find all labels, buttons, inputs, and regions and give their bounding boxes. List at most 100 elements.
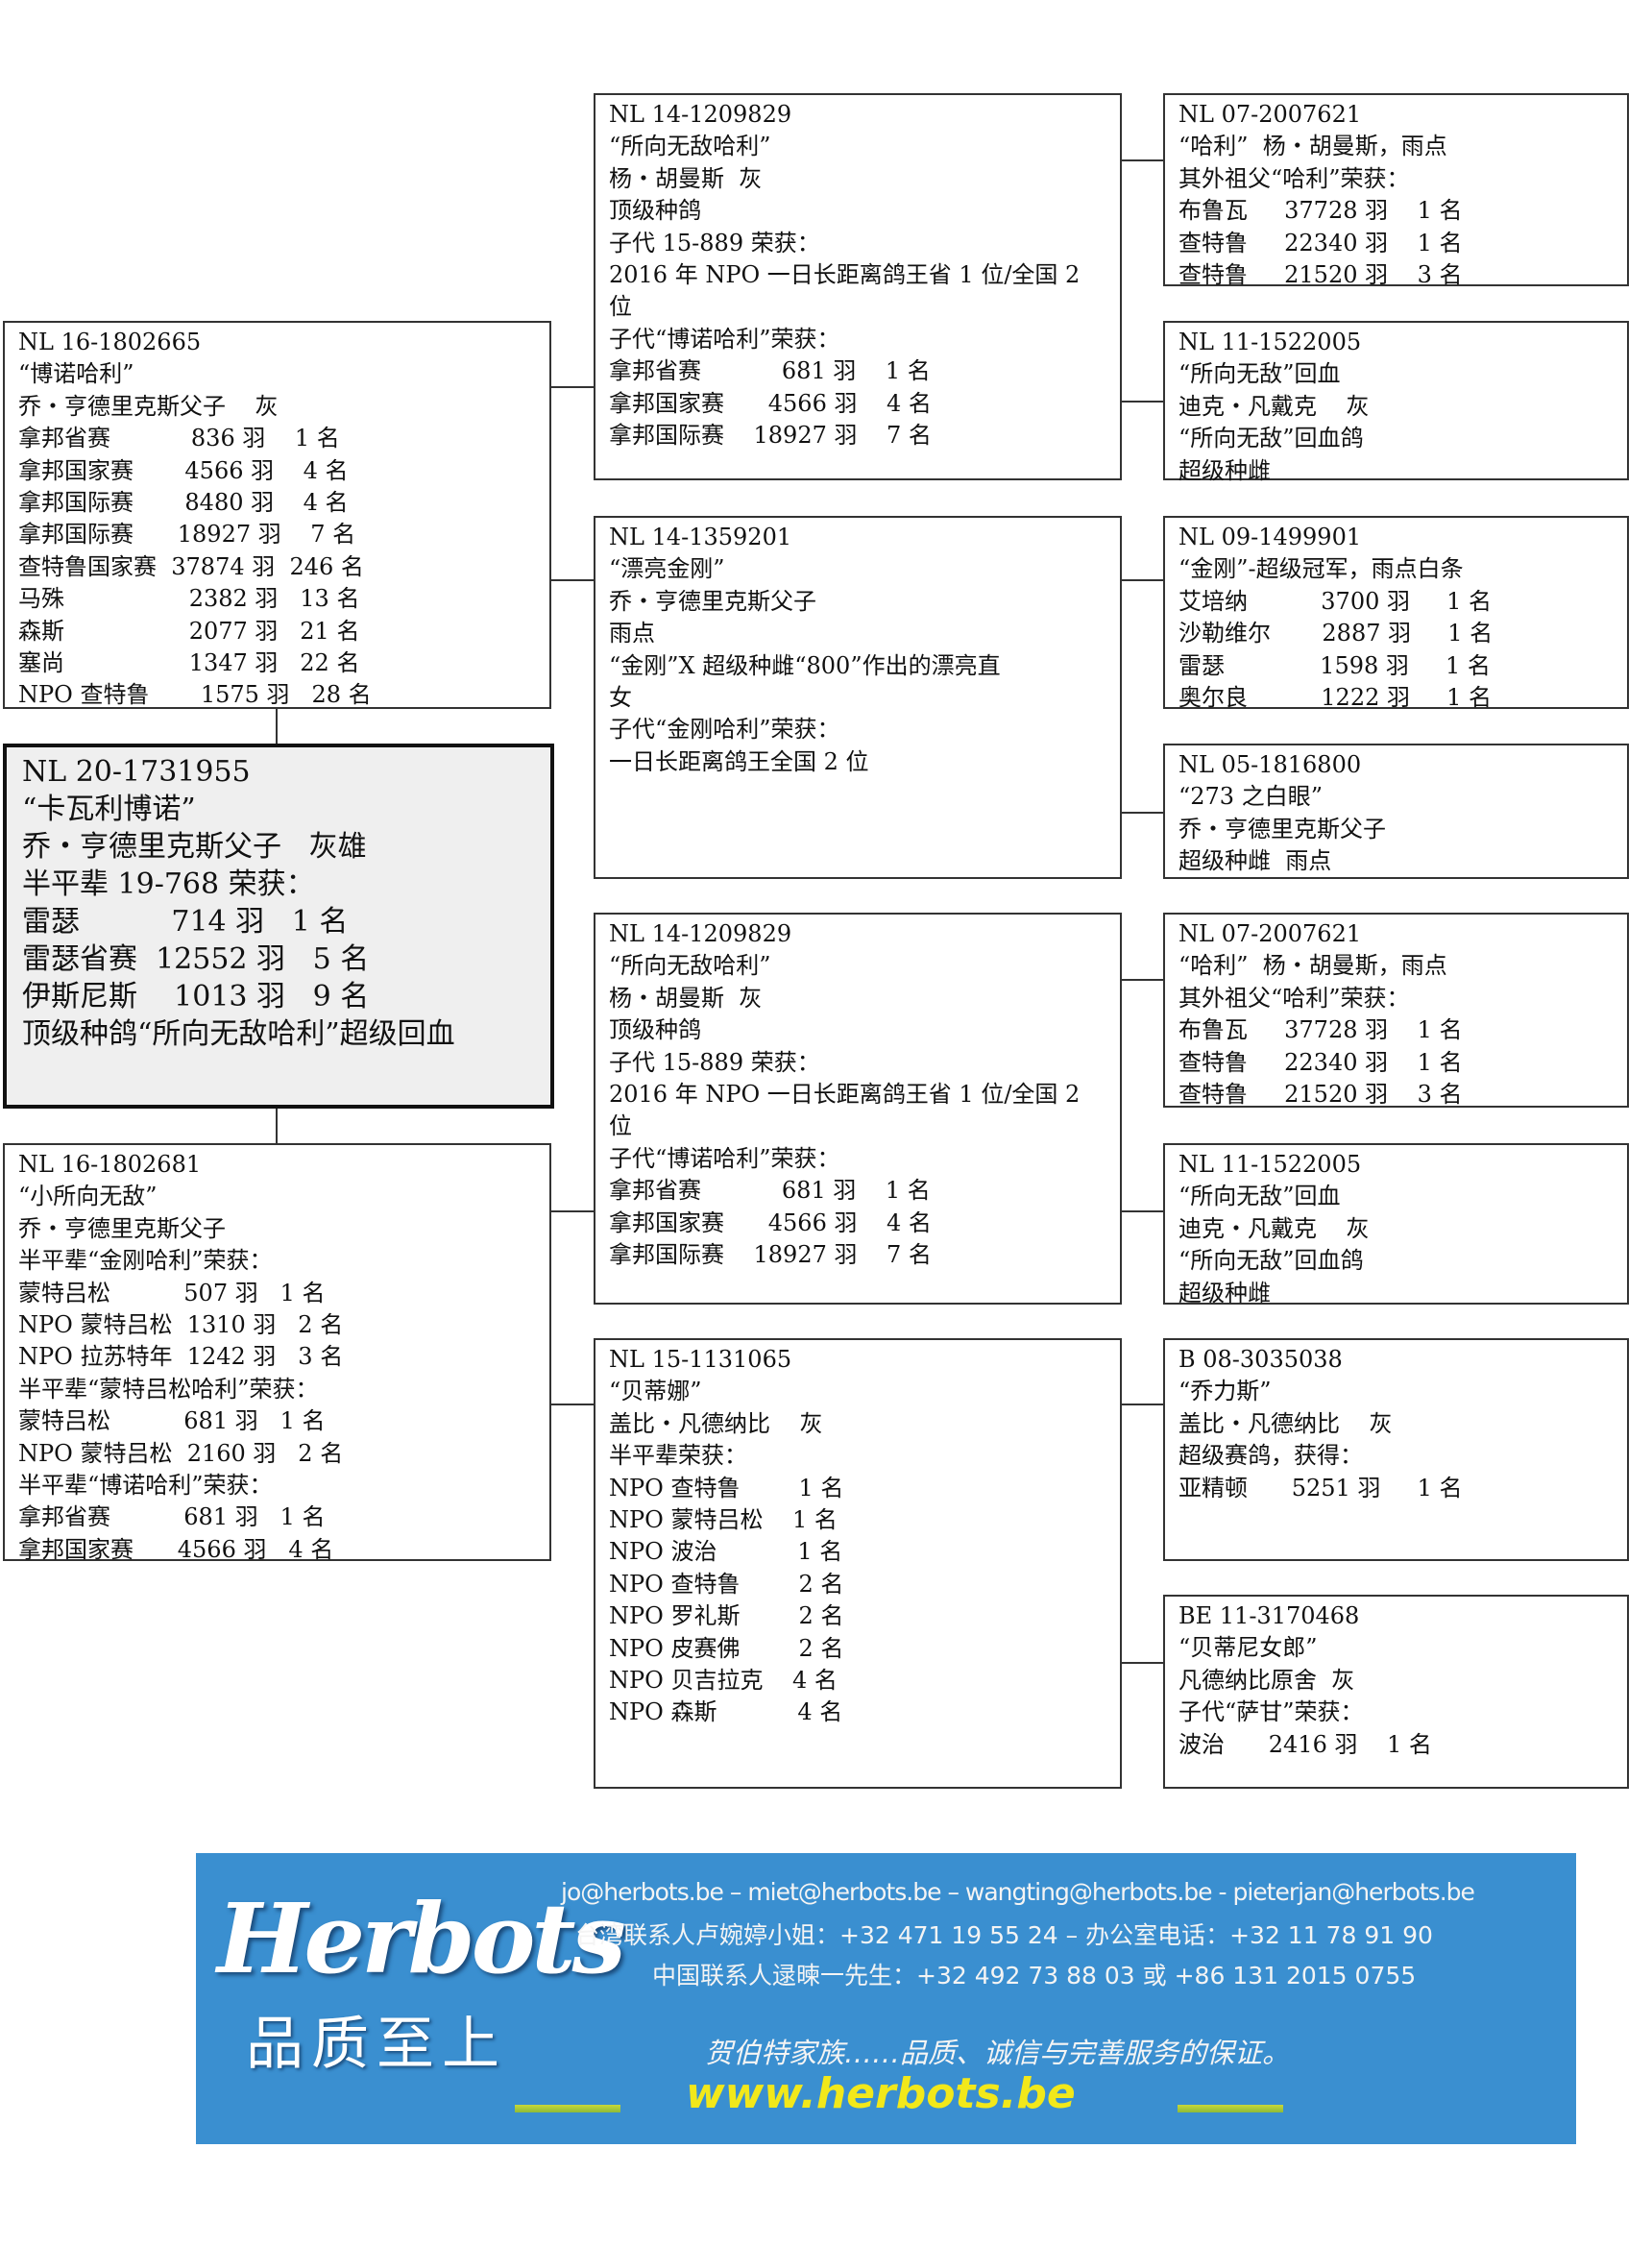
pedigree-text-line: 拿邦省赛 681 羽 1 名 xyxy=(609,357,931,385)
ring-number: NL 14-1209829 xyxy=(609,920,792,947)
pedigree-text-line: NPO 蒙特吕松 2160 羽 2 名 xyxy=(18,1439,344,1467)
pedigree-text-line: 乔・亨德里克斯父子 xyxy=(18,1214,226,1242)
pedigree-text-line: 杨・胡曼斯 灰 xyxy=(609,984,763,1012)
pedigree-text-line: “所向无敌”回血 xyxy=(1178,1183,1341,1210)
ring-number: NL 05-1816800 xyxy=(1178,751,1362,778)
pedigree-text-line: 顶级种鸽 xyxy=(609,197,701,225)
grandparent-card: NL 15-1131065 “贝蒂娜” 盖比・凡德纳比 灰半平辈荣获： NPO 查特鲁… xyxy=(594,1338,1122,1789)
pedigree-text-line: 蒙特吕松 507 羽 1 名 xyxy=(18,1279,326,1306)
pedigree-text-line: NPO 查特鲁 2 名 xyxy=(609,1570,844,1598)
pedigree-text-line: 盖比・凡德纳比 灰 xyxy=(609,1409,823,1437)
pedigree-text-line: NPO 查特鲁 1575 羽 28 名 xyxy=(18,681,372,709)
pedigree-text-line: NPO 波治 1 名 xyxy=(609,1538,843,1566)
pedigree-text-line: 迪克・凡戴克 灰 xyxy=(1178,1214,1370,1242)
pedigree-text-line: 雷瑟 714 羽 1 名 xyxy=(22,905,349,939)
pedigree-text-line: 马殊 2382 羽 13 名 xyxy=(18,585,360,613)
pedigree-text-line: NPO 查特鲁 1 名 xyxy=(609,1474,844,1501)
pedigree-text-line: 乔・亨德里克斯父子 灰 xyxy=(18,392,279,420)
pedigree-text-line: 子代“萨甘”荣获： xyxy=(1178,1698,1364,1726)
pedigree-text-line: 子代 15-889 荣获： xyxy=(609,1048,820,1076)
pedigree-text-line: 超级赛鸽，获得： xyxy=(1178,1442,1363,1470)
slogan: 品质至上 xyxy=(246,2011,507,2078)
pedigree-text-line: NPO 皮赛佛 2 名 xyxy=(609,1634,844,1662)
pedigree-text-line: 2016 年 NPO 一日长距离鸽王省 1 位/全国 2 xyxy=(609,261,1081,289)
pedigree-text-line: 顶级种鸽“所向无敌哈利”超级回血 xyxy=(22,1017,455,1051)
pedigree-text-line: 女 xyxy=(609,684,632,712)
ring-number: NL 16-1802665 xyxy=(18,329,202,355)
pedigree-text-line: NPO 蒙特吕松 1 名 xyxy=(609,1506,838,1534)
decorative-dash xyxy=(515,2105,620,2112)
great-grandparent-card: NL 11-1522005 “所向无敌”回血 迪克・凡戴克 灰 “所向无敌”回血鸽 超级… xyxy=(1163,321,1629,484)
pedigree-text-line: “贝蒂尼女郎” xyxy=(1178,1634,1318,1662)
pedigree-text-line: 2016 年 NPO 一日长距离鸽王省 1 位/全国 2 xyxy=(609,1081,1081,1109)
ring-number: NL 20-1731955 xyxy=(22,755,251,789)
pedigree-text-line: 半平辈 19-768 荣获： xyxy=(22,867,315,901)
pedigree-text-line: 伊斯尼斯 1013 羽 9 名 xyxy=(22,980,370,1013)
ring-number: NL 07-2007621 xyxy=(1178,101,1362,128)
pedigree-text-line: 雨点 xyxy=(609,620,655,647)
ring-number: NL 14-1359201 xyxy=(609,524,792,550)
pedigree-text-line: 凡德纳比原舍 灰 xyxy=(1178,1666,1355,1694)
pedigree-text-line: 子代“金刚哈利”荣获： xyxy=(609,716,840,744)
pedigree-text-line: 查特鲁 21520 羽 3 名 xyxy=(1178,261,1463,289)
pedigree-text-line: 亚精顿 5251 羽 1 名 xyxy=(1178,1474,1463,1501)
contact-emails[interactable]: jo@herbots.be – miet@herbots.be – wangti… xyxy=(561,1878,1475,1906)
pedigree-text-line: “所向无敌”回血鸽 xyxy=(1178,425,1364,452)
decorative-dash xyxy=(1178,2105,1283,2112)
pedigree-text-line: NPO 罗礼斯 2 名 xyxy=(609,1602,844,1630)
pedigree-text-line: 拿邦国际赛 8480 羽 4 名 xyxy=(18,489,349,517)
pedigree-text-line: 半平辈荣获： xyxy=(609,1442,747,1470)
great-grandparent-card: NL 07-2007621 “哈利” 杨・胡曼斯，雨点 其外祖父“哈利”荣获： 布鲁瓦… xyxy=(1163,913,1629,1108)
ring-number: NL 11-1522005 xyxy=(1178,329,1362,355)
pedigree-text-line: 其外祖父“哈利”荣获： xyxy=(1178,984,1410,1012)
grandparent-card: NL 14-1209829 “所向无敌哈利” 杨・胡曼斯 灰顶级种鸽 子代 15-88… xyxy=(594,93,1122,480)
pedigree-text-line: 拿邦省赛 836 羽 1 名 xyxy=(18,425,340,452)
pedigree-text-line: 拿邦国际赛 18927 羽 7 名 xyxy=(609,1241,932,1269)
great-grandparent-card: BE 11-3170468 “贝蒂尼女郎” 凡德纳比原舍 灰子代“萨甘”荣获： 波治 … xyxy=(1163,1595,1629,1789)
dam-card: NL 16-1802681 “小所向无敌” 乔・亨德里克斯父子 半平辈“金刚哈利”荣获… xyxy=(3,1143,551,1563)
grandparent-card: NL 14-1359201 “漂亮金刚” 乔・亨德里克斯父子 雨点 “金刚”X 超级种雌… xyxy=(594,516,1122,879)
pedigree-text-line: “所向无敌哈利” xyxy=(609,133,771,160)
pedigree-text-line: 拿邦国际赛 18927 羽 7 名 xyxy=(609,422,932,450)
pedigree-text-line: 拿邦国家赛 4566 羽 4 名 xyxy=(609,389,932,417)
ring-number: NL 16-1802681 xyxy=(18,1151,202,1178)
pedigree-text-line: 半平辈“金刚哈利”荣获： xyxy=(18,1247,273,1275)
pedigree-text-line: 乔・亨德里克斯父子 xyxy=(609,587,816,615)
ring-number: NL 14-1209829 xyxy=(609,101,792,128)
pedigree-text-line: 布鲁瓦 37728 羽 1 名 xyxy=(1178,197,1463,225)
tagline: 贺伯特家族……品质、诚信与完善服务的保证。 xyxy=(705,2037,1291,2069)
pedigree-text-line: 蒙特吕松 681 羽 1 名 xyxy=(18,1407,326,1435)
pedigree-text-line: NPO 拉苏特年 1242 羽 3 名 xyxy=(18,1343,344,1371)
sire-card: NL 16-1802665 “博诺哈利” 乔・亨德里克斯父子 灰拿邦省赛 836 羽… xyxy=(3,321,551,709)
ring-number: NL 07-2007621 xyxy=(1178,920,1362,947)
website-link[interactable]: www.herbots.be xyxy=(686,2069,1076,2118)
pedigree-text-line: 位 xyxy=(609,293,632,321)
pedigree-text-line: “哈利” 杨・胡曼斯，雨点 xyxy=(1178,952,1447,980)
pedigree-text-line: NPO 贝吉拉克 4 名 xyxy=(609,1667,838,1695)
pedigree-text-line: 查特鲁 21520 羽 3 名 xyxy=(1178,1081,1463,1109)
pedigree-text-line: 沙勒维尔 2887 羽 1 名 xyxy=(1178,620,1494,647)
ring-number: NL 09-1499901 xyxy=(1178,524,1362,550)
great-grandparent-card: NL 07-2007621 “哈利” 杨・胡曼斯，雨点 其外祖父“哈利”荣获： 布鲁瓦… xyxy=(1163,93,1629,288)
pedigree-text-line: 子代“博诺哈利”荣获： xyxy=(609,1144,840,1172)
pedigree-text-line: 乔・亨德里克斯父子 灰雄 xyxy=(22,830,367,864)
pedigree-text-line: 森斯 2077 羽 21 名 xyxy=(18,617,360,645)
pedigree-text-line: 超级种雌 雨点 xyxy=(1178,847,1332,875)
pedigree-connector-lines xyxy=(276,159,1163,1664)
pedigree-text-line: 塞尚 1347 羽 22 名 xyxy=(18,649,360,677)
great-grandparent-card: NL 11-1522005 “所向无敌”回血 迪克・凡戴克 灰 “所向无敌”回血鸽 超级… xyxy=(1163,1143,1629,1306)
pedigree-text-line: 子代“博诺哈利”荣获： xyxy=(609,325,840,353)
great-grandparent-card: B 08-3035038 “乔力斯” 盖比・凡德纳比 灰超级赛鸽，获得： 亚精顿 52… xyxy=(1163,1338,1629,1561)
pedigree-text-line: “乔力斯” xyxy=(1178,1378,1272,1405)
pedigree-text-line: 超级种雌 xyxy=(1178,456,1271,484)
pedigree-text-line: 波治 2416 羽 1 名 xyxy=(1178,1730,1432,1758)
pedigree-text-line: “273 之白眼” xyxy=(1178,783,1323,811)
pedigree-text-line: “金刚”X 超级种雌“800”作出的漂亮直 xyxy=(609,651,1001,679)
pedigree-text-line: 拿邦国际赛 18927 羽 7 名 xyxy=(18,521,356,549)
grandparent-card: NL 14-1209829 “所向无敌哈利” 杨・胡曼斯 灰顶级种鸽 子代 15-88… xyxy=(594,913,1122,1305)
pedigree-text-line: “漂亮金刚” xyxy=(609,555,725,583)
pedigree-text-line: 一日长距离鸽王全国 2 位 xyxy=(609,747,869,775)
herbots-ad-banner: Herbots 品质至上 jo@herbots.be – miet@herbot… xyxy=(196,1853,1576,2144)
pedigree-text-line: 查特鲁国家赛 37874 羽 246 名 xyxy=(18,552,364,580)
pedigree-text-line: “卡瓦利博诺” xyxy=(22,793,196,826)
